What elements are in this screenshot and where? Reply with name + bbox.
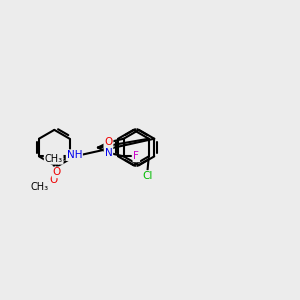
Text: Cl: Cl	[142, 171, 153, 181]
Text: NH: NH	[67, 150, 82, 160]
Text: O: O	[49, 176, 57, 185]
Text: N: N	[105, 148, 112, 158]
Text: CH₃: CH₃	[45, 154, 63, 164]
Text: CH₃: CH₃	[31, 182, 49, 192]
Text: F: F	[134, 152, 139, 161]
Text: O: O	[52, 167, 61, 177]
Text: O: O	[104, 137, 112, 147]
